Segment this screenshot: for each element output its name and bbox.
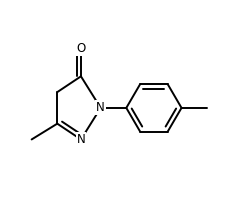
Text: N: N [96,101,105,114]
Text: N: N [76,133,85,146]
Text: O: O [76,42,86,55]
